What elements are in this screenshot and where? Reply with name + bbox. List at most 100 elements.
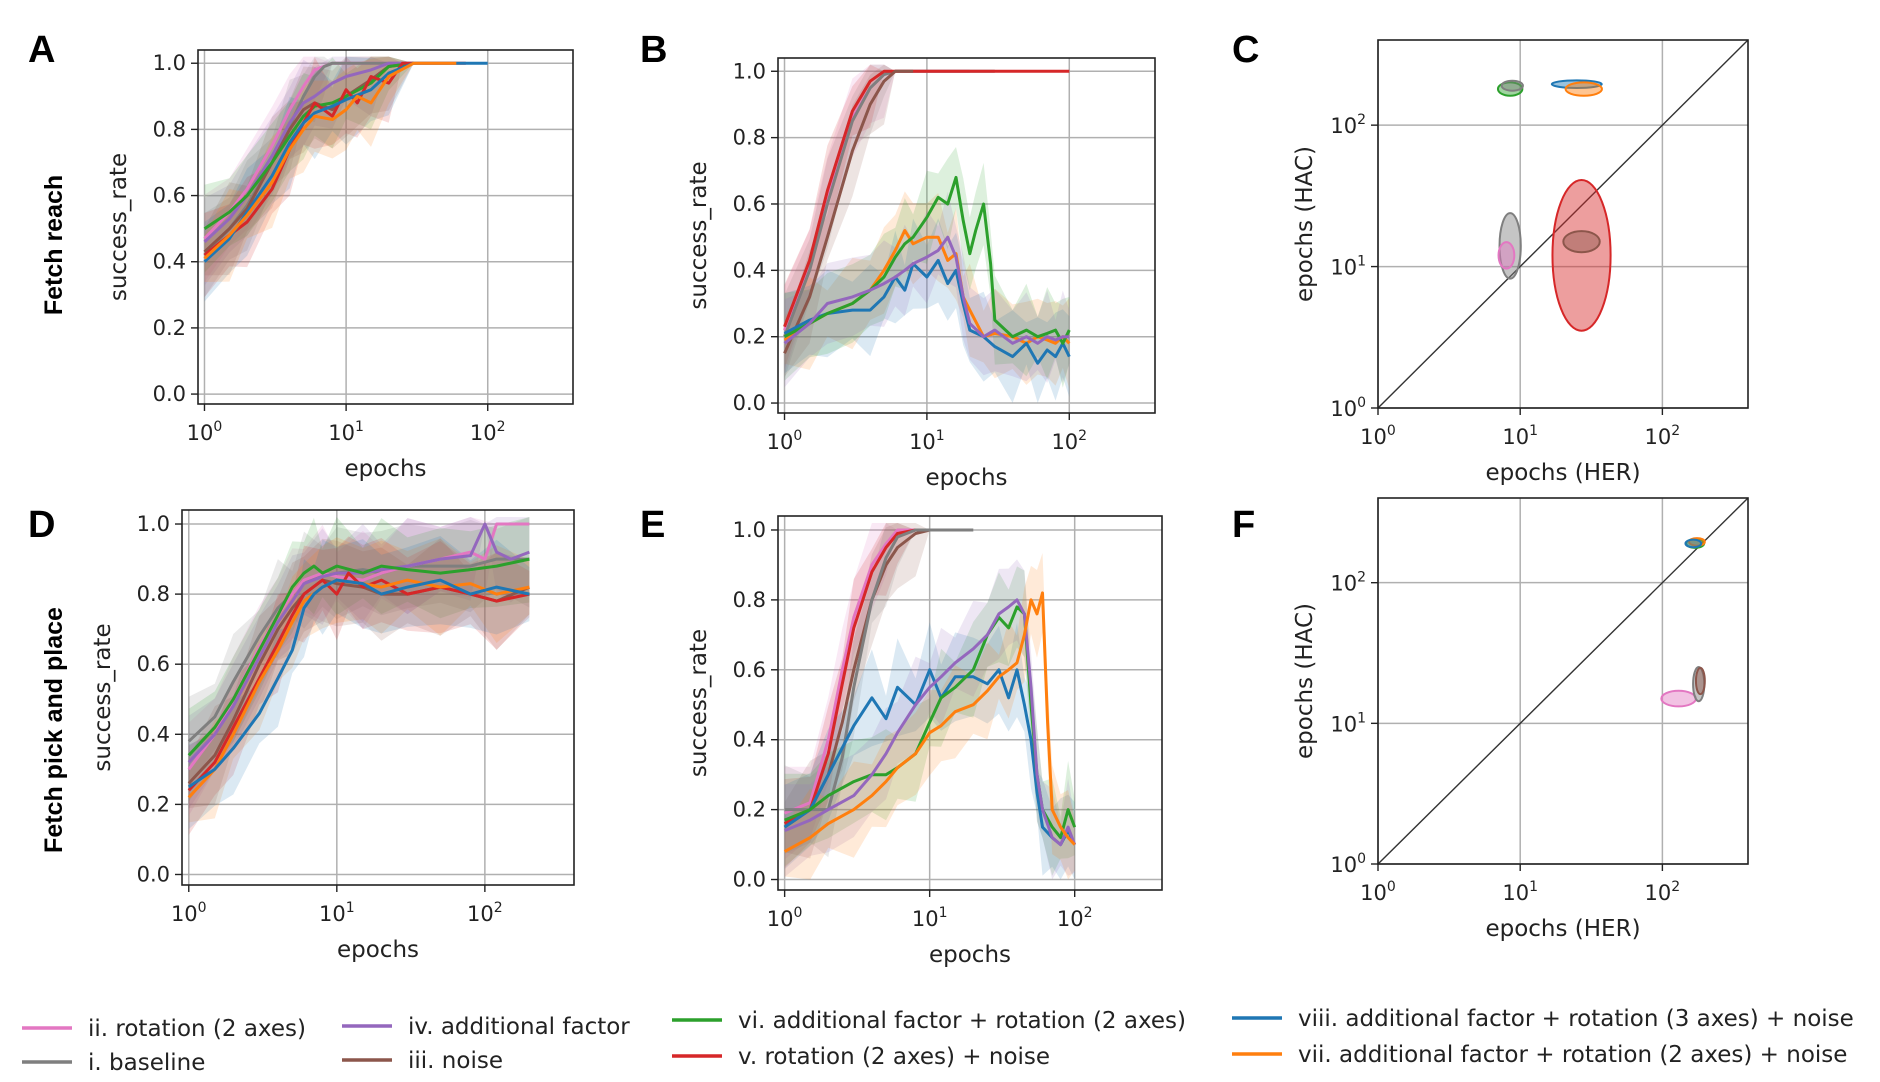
y-tick-label-F2: 102 — [1330, 570, 1366, 596]
ellipse-ii — [1497, 241, 1516, 270]
x-tick-exponent-A0: 0 — [213, 419, 222, 435]
legend-label-i: i. baseline — [88, 1050, 205, 1076]
x-tick-exponent-B2: 2 — [1078, 428, 1087, 444]
y-axis-label: success_rate — [90, 623, 116, 771]
band-i — [188, 517, 530, 786]
y-tick-label-C2: 102 — [1330, 112, 1366, 138]
x-tick-label-C2: 102 — [1645, 423, 1681, 449]
ellipse-i — [1500, 79, 1524, 92]
legend-item-iii: iii. noise — [342, 1048, 503, 1074]
x-tick-exponent-D1: 1 — [346, 900, 355, 916]
x-tick-label-A2: 102 — [470, 419, 506, 445]
y-tick-label: 0.4 — [733, 258, 766, 282]
x-tick-label-C1: 101 — [1502, 423, 1538, 449]
ellipse-vi — [1496, 81, 1524, 97]
x-tick-label-B1: 101 — [909, 428, 945, 454]
y-tick-label: 0.2 — [153, 316, 186, 340]
series-line-iv — [783, 235, 1070, 345]
series-line-iv — [784, 598, 1077, 847]
legend-item-ii: ii. rotation (2 axes) — [22, 1016, 306, 1042]
plot-frame — [1377, 39, 1749, 409]
y-tick-exponent-F2: 2 — [1357, 570, 1366, 586]
x-tick-exponent-C1: 1 — [1529, 423, 1538, 439]
y-tick-exponent-C0: 0 — [1357, 395, 1366, 411]
x-axis-label: epochs — [344, 456, 426, 482]
x-axis-label: epochs — [337, 937, 419, 963]
series-line-i — [203, 61, 414, 257]
plot-frame — [181, 509, 575, 886]
y-tick-label: 0.8 — [733, 126, 766, 150]
band-vii — [188, 537, 530, 823]
band-vii — [784, 553, 1075, 880]
band-v — [784, 523, 930, 869]
legend-item-i: i. baseline — [22, 1050, 205, 1076]
diagonal-line — [1377, 497, 1749, 865]
panel-label-f: F — [1232, 504, 1255, 546]
x-tick-label-F1: 101 — [1502, 879, 1538, 905]
y-tick-label: 0.0 — [153, 382, 186, 406]
plot-frame — [777, 515, 1163, 891]
y-tick-label: 0.2 — [733, 798, 766, 822]
row-label-fetch-reach: Fetch reach — [40, 175, 68, 315]
x-tick-exponent-D0: 0 — [198, 900, 207, 916]
series-line-vii — [203, 61, 457, 260]
x-tick-exponent-E2: 2 — [1084, 905, 1093, 921]
y-tick-label-F1: 101 — [1330, 710, 1366, 736]
y-tick-label: 0.6 — [733, 192, 766, 216]
y-tick-label-C0: 100 — [1330, 395, 1366, 421]
band-ii — [204, 56, 414, 283]
x-tick-exponent-C2: 2 — [1671, 423, 1680, 439]
y-tick-label: 0.6 — [733, 658, 766, 682]
legend-item-viii: viii. additional factor + rotation (3 ax… — [1232, 1006, 1854, 1032]
ellipse-vii — [1564, 81, 1603, 97]
y-tick-label: 0.0 — [733, 391, 766, 415]
band-viii — [784, 218, 1070, 403]
y-tick-label: 1.0 — [733, 59, 766, 83]
y-tick-label: 0.4 — [137, 722, 170, 746]
series-line-viii — [783, 258, 1071, 365]
legend-item-vi: vi. additional factor + rotation (2 axes… — [672, 1008, 1186, 1034]
x-axis-label: epochs — [929, 942, 1011, 968]
x-tick-label-E2: 102 — [1057, 905, 1093, 931]
x-tick-exponent-F0: 0 — [1387, 879, 1396, 895]
panel-b: 100 101 1020.00.20.40.60.81.0epochssuccess… — [686, 57, 1156, 491]
x-tick-label-A1: 101 — [328, 419, 364, 445]
band-iv — [784, 191, 1070, 388]
row-label-fetch-pick-and-place: Fetch pick and place — [40, 607, 68, 853]
y-tick-label: 0.0 — [137, 862, 170, 886]
y-axis-label: epochs (HAC) — [1292, 603, 1318, 759]
x-axis-label: epochs (HER) — [1485, 460, 1640, 486]
x-tick-exponent-D2: 2 — [494, 900, 503, 916]
plot-frame — [777, 57, 1156, 414]
series-line-v — [783, 69, 1070, 328]
series-line-viii — [783, 668, 1077, 847]
legend-label-vi: vi. additional factor + rotation (2 axes… — [738, 1008, 1186, 1034]
y-tick-label: 0.4 — [153, 250, 186, 274]
x-tick-exponent-F2: 2 — [1671, 879, 1680, 895]
legend-item-iv: iv. additional factor — [342, 1014, 630, 1040]
x-tick-label-E0: 100 — [767, 905, 803, 931]
panel-e: 100 101 1020.00.20.40.60.81.0epochssuccess… — [686, 515, 1163, 968]
series-line-ii — [784, 528, 930, 815]
legend-label-viii: viii. additional factor + rotation (3 ax… — [1298, 1006, 1854, 1032]
series-line-iii — [783, 69, 914, 354]
x-tick-exponent-F1: 1 — [1529, 879, 1538, 895]
legend: ii. rotation (2 axes) i. baseline iv. addi… — [22, 1006, 1854, 1076]
y-tick-label: 1.0 — [153, 51, 186, 75]
y-tick-label: 0.8 — [153, 117, 186, 141]
x-tick-exponent-E1: 1 — [939, 905, 948, 921]
x-tick-label-E1: 101 — [912, 905, 948, 931]
x-tick-label-A0: 100 — [187, 419, 223, 445]
band-vi — [204, 56, 414, 273]
band-ii — [188, 517, 530, 816]
y-tick-exponent-C1: 1 — [1357, 254, 1366, 270]
legend-label-vii: vii. additional factor + rotation (2 axe… — [1298, 1042, 1847, 1068]
ellipse-ii — [1660, 689, 1697, 708]
panel-label-d: D — [28, 504, 55, 546]
band-iv — [188, 517, 530, 809]
y-tick-label: 1.0 — [733, 518, 766, 542]
diagonal-line — [1377, 39, 1749, 409]
x-tick-label-B2: 102 — [1051, 428, 1087, 454]
